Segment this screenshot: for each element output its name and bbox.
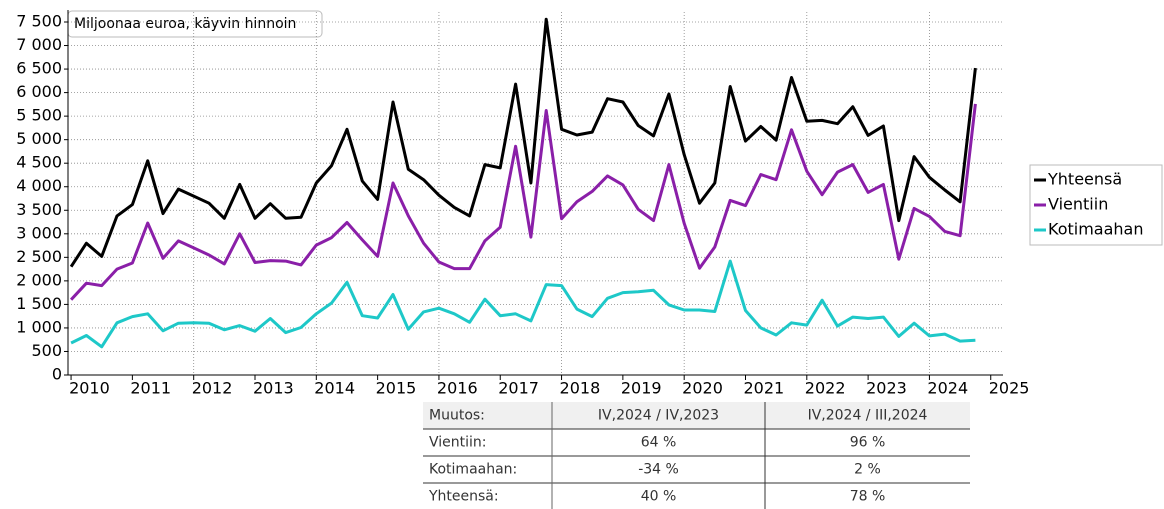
x-tick-label: 2012 <box>192 379 233 398</box>
table-cell: 64 % <box>641 435 677 451</box>
x-tick-label: 2014 <box>314 379 355 398</box>
y-tick-label: 4 500 <box>16 153 62 172</box>
y-tick-label: 500 <box>31 341 62 360</box>
legend-box <box>1029 164 1163 246</box>
table-cell: -34 % <box>638 462 679 478</box>
x-tick-label: 2025 <box>989 379 1030 398</box>
x-tick-label: 2013 <box>253 379 294 398</box>
series-line <box>70 259 976 349</box>
y-tick-label: 7 000 <box>16 35 62 54</box>
y-tick-label: 0 <box>52 365 62 384</box>
y-tick-label: 5 000 <box>16 129 62 148</box>
series-line <box>70 103 977 301</box>
y-tick-label: 3 000 <box>16 223 62 242</box>
series-line <box>69 17 977 268</box>
table-header-bg <box>423 402 970 429</box>
x-tick-label: 2011 <box>130 379 171 398</box>
x-tick-label: 2015 <box>376 379 417 398</box>
x-tick-label: 2024 <box>927 379 968 398</box>
table-cell: Yhteensä: <box>428 489 499 505</box>
table-cell: 2 % <box>854 462 881 478</box>
annotation: Miljoonaa euroa, käyvin hinnoin <box>74 16 296 32</box>
y-tick-label: 1 000 <box>16 317 62 336</box>
y-tick-label: 1 500 <box>16 294 62 313</box>
y-tick-label: 4 000 <box>16 176 62 195</box>
legend-label: Kotimaahan <box>1048 220 1143 239</box>
y-tick-label: 7 500 <box>16 12 62 31</box>
x-tick-label: 2022 <box>805 379 846 398</box>
x-tick-label: 2021 <box>743 379 784 398</box>
table-cell: Kotimaahan: <box>429 462 517 478</box>
y-tick-label: 6 500 <box>16 59 62 78</box>
table-cell: Vientiin: <box>429 435 487 451</box>
table-header-cell: IV,2024 / IV,2023 <box>598 408 719 424</box>
legend-label: Vientiin <box>1048 195 1108 214</box>
table-header-cell: Muutos: <box>429 408 485 424</box>
x-tick-label: 2016 <box>437 379 478 398</box>
table-header-cell: IV,2024 / III,2024 <box>808 408 928 424</box>
x-tick-label: 2018 <box>560 379 601 398</box>
table-cell: 96 % <box>850 435 886 451</box>
x-tick-label: 2019 <box>621 379 662 398</box>
y-tick-label: 3 500 <box>16 200 62 219</box>
y-tick-label: 2 000 <box>16 270 62 289</box>
x-tick-label: 2010 <box>69 379 110 398</box>
y-tick-label: 5 500 <box>16 106 62 125</box>
y-tick-label: 6 000 <box>16 82 62 101</box>
x-tick-label: 2023 <box>866 379 907 398</box>
table-cell: 78 % <box>850 489 886 505</box>
x-tick-label: 2020 <box>682 379 723 398</box>
table-cell: 40 % <box>641 489 677 505</box>
x-tick-label: 2017 <box>498 379 539 398</box>
legend-label: Yhteensä <box>1047 170 1122 189</box>
y-tick-label: 2 500 <box>16 247 62 266</box>
